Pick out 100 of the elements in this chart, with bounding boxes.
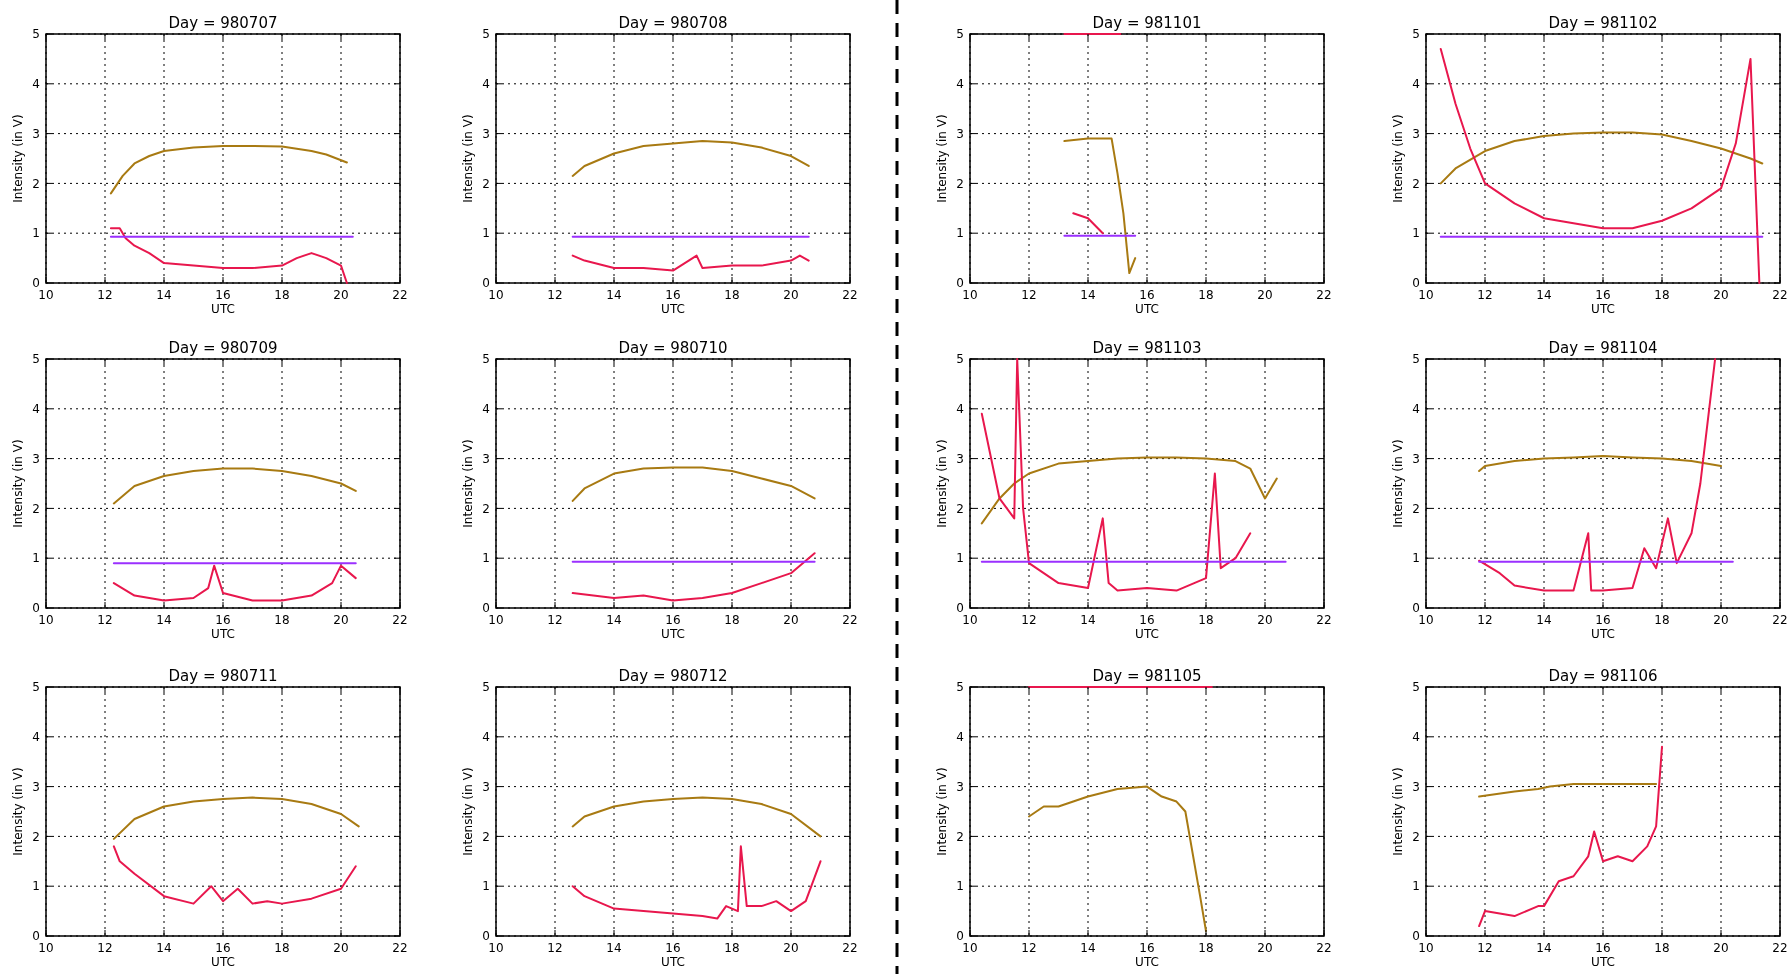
chart-title: Day = 980711 (168, 667, 278, 685)
y-tick-label: 3 (32, 451, 40, 466)
line-series (112, 845, 357, 905)
y-tick-label: 2 (1412, 829, 1420, 844)
x-axis-title: UTC (1591, 955, 1615, 969)
line-series (1439, 131, 1764, 185)
x-tick-label: 14 (156, 613, 172, 627)
line-series (571, 140, 810, 177)
y-tick-label: 3 (1412, 779, 1420, 794)
y-tick-label: 5 (32, 680, 40, 695)
y-tick-label: 1 (482, 226, 490, 241)
x-tick-label: 16 (1595, 288, 1611, 302)
x-tick-label: 12 (1021, 288, 1037, 302)
x-tick-label: 12 (1021, 613, 1037, 627)
line-series (1478, 745, 1663, 928)
y-axis-title: Intensity (in V) (11, 114, 25, 203)
x-tick-label: 14 (1536, 941, 1552, 955)
y-tick-label: 1 (956, 879, 964, 894)
y-axis-title: Intensity (in V) (1391, 767, 1405, 856)
x-tick-label: 18 (724, 613, 740, 627)
line-series (980, 358, 1252, 592)
x-tick-label: 14 (1536, 613, 1552, 627)
x-axis-title: UTC (1135, 627, 1159, 641)
y-tick-label: 5 (1412, 680, 1420, 695)
x-tick-label: 10 (1418, 288, 1434, 302)
x-tick-label: 10 (1418, 613, 1434, 627)
x-tick-label: 20 (1257, 288, 1273, 302)
line-series (1478, 358, 1717, 592)
y-tick-label: 4 (956, 402, 964, 416)
x-axis-title: UTC (1135, 302, 1159, 316)
line-series (1439, 47, 1761, 284)
x-tick-label: 22 (392, 941, 408, 955)
line-series (109, 227, 348, 284)
line-series (571, 552, 816, 602)
x-axis-title: UTC (211, 302, 235, 316)
x-tick-label: 16 (665, 288, 681, 302)
chart-title: Day = 980708 (618, 14, 728, 32)
x-tick-label: 20 (1713, 941, 1729, 955)
y-tick-label: 0 (1412, 276, 1420, 291)
y-tick-label: 4 (482, 77, 490, 91)
y-tick-label: 0 (482, 601, 490, 616)
line-series (571, 796, 822, 838)
x-tick-label: 16 (665, 941, 681, 955)
x-tick-label: 10 (488, 613, 504, 627)
x-tick-label: 22 (1316, 613, 1332, 627)
line-series (1063, 137, 1137, 275)
x-tick-label: 20 (783, 613, 799, 627)
y-tick-label: 4 (956, 77, 964, 91)
y-tick-label: 1 (32, 879, 40, 894)
y-tick-label: 4 (1412, 730, 1420, 744)
y-tick-label: 2 (482, 176, 490, 191)
y-tick-label: 0 (482, 929, 490, 944)
x-tick-label: 20 (1713, 613, 1729, 627)
line-series (571, 466, 816, 502)
x-tick-label: 10 (488, 288, 504, 302)
x-tick-label: 16 (665, 613, 681, 627)
x-tick-label: 14 (1536, 288, 1552, 302)
x-tick-label: 12 (1477, 613, 1493, 627)
x-tick-label: 14 (1080, 941, 1096, 955)
chart-title: Day = 981103 (1092, 339, 1202, 357)
y-axis-title: Intensity (in V) (935, 439, 949, 528)
x-tick-label: 12 (1477, 941, 1493, 955)
y-tick-label: 0 (32, 276, 40, 291)
chart-title: Day = 981102 (1548, 14, 1658, 32)
line-series (112, 564, 357, 602)
x-tick-label: 22 (1316, 941, 1332, 955)
line-series (112, 796, 360, 840)
y-tick-label: 2 (1412, 176, 1420, 191)
y-tick-label: 4 (32, 402, 40, 416)
y-tick-label: 2 (956, 829, 964, 844)
y-axis-title: Intensity (in V) (1391, 439, 1405, 528)
x-axis-title: UTC (1135, 955, 1159, 969)
y-axis-title: Intensity (in V) (11, 439, 25, 528)
chart-title: Day = 981105 (1092, 667, 1202, 685)
line-series (109, 145, 348, 195)
y-tick-label: 4 (1412, 402, 1420, 416)
y-tick-label: 3 (1412, 451, 1420, 466)
x-tick-label: 16 (1139, 941, 1155, 955)
y-tick-label: 3 (482, 779, 490, 794)
y-tick-label: 0 (32, 929, 40, 944)
line-series (112, 467, 357, 505)
x-tick-label: 18 (1198, 941, 1214, 955)
y-tick-label: 2 (32, 176, 40, 191)
y-tick-label: 4 (956, 730, 964, 744)
x-tick-label: 20 (333, 941, 349, 955)
x-tick-label: 16 (1139, 613, 1155, 627)
y-tick-label: 3 (32, 126, 40, 141)
x-tick-label: 12 (547, 613, 563, 627)
x-tick-label: 14 (1080, 613, 1096, 627)
line-series (1478, 455, 1722, 473)
line-series (1478, 783, 1658, 798)
y-tick-label: 5 (32, 352, 40, 367)
x-tick-label: 18 (274, 613, 290, 627)
y-axis-title: Intensity (in V) (935, 767, 949, 856)
chart-title: Day = 980707 (168, 14, 278, 32)
x-tick-label: 20 (783, 288, 799, 302)
y-tick-label: 3 (956, 451, 964, 466)
y-tick-label: 2 (482, 829, 490, 844)
x-tick-label: 12 (97, 288, 113, 302)
x-tick-label: 20 (783, 941, 799, 955)
